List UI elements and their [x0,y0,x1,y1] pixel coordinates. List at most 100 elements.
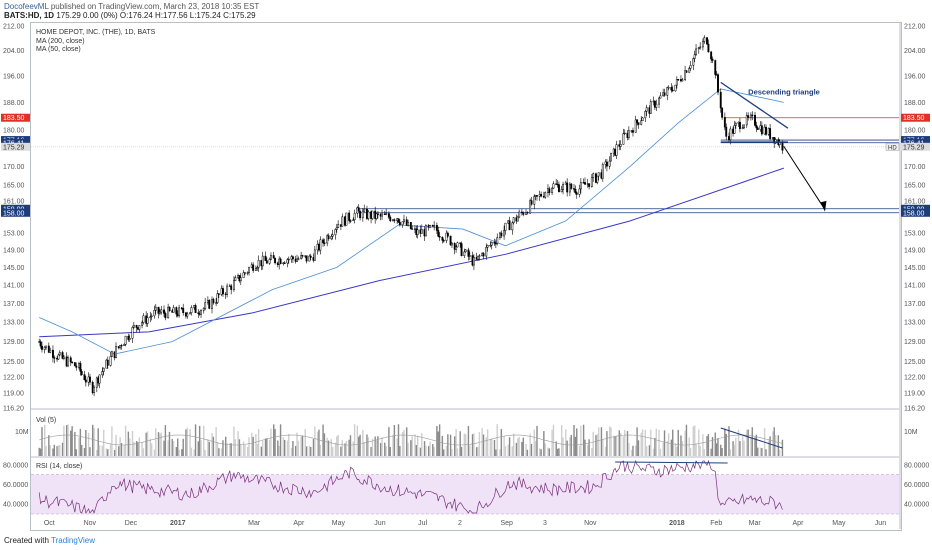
x-tick-label: Sep [500,520,513,527]
candle-body [745,115,748,126]
volume-bar [414,434,416,456]
volume-bar [529,433,531,456]
volume-bar [146,431,149,456]
volume-bar [314,426,316,456]
volume-bar [410,440,412,456]
x-tick-label: Oct [44,520,55,527]
candle-body [226,285,229,295]
legend-ma50[interactable]: MA (50, close) [36,46,81,53]
volume-bar [432,444,434,456]
price-tag-right-label: 158.00 [903,210,925,217]
price-tick-label-left: 119.00 [3,390,24,397]
x-tick-label: May [832,520,846,527]
volume-bar [248,437,250,456]
volume-bar [560,425,563,456]
ma50-line [39,88,784,355]
volume-bar [772,431,774,456]
legend-ma200[interactable]: MA (200, close) [36,37,85,45]
volume-bar [515,442,518,456]
volume-bar [79,428,82,456]
volume-bar [379,443,382,456]
volume-bar [636,427,638,456]
candle-body [584,182,586,185]
price-tag-left [1,204,30,213]
x-tick-label: 3 [543,520,547,527]
volume-bar [97,428,99,456]
candle-body [520,211,523,214]
symbol-line: BATS:HD, 1D 175.29 0.00 (0%) O:176.24 H:… [4,11,256,20]
x-tick-label: Nov [584,520,597,527]
volume-bar [274,429,276,456]
candle-body [160,309,163,313]
volume-bar [63,425,65,456]
volume-bar [260,446,263,456]
candle-body [80,371,83,375]
candle-body [644,111,647,119]
volume-bar [131,431,134,456]
footer-brand[interactable]: TradingView [51,536,96,545]
price-tick-label-left: 145.00 [3,265,25,272]
candle-body [496,237,499,244]
candle-body [69,357,72,363]
volume-bar [747,429,749,456]
volume-bar [185,429,187,456]
candle-body [51,349,54,358]
volume-bar [203,425,205,456]
candle-body [719,91,722,109]
volume-bar [702,434,704,456]
volume-bar [145,432,147,456]
volume-bar [622,436,625,456]
candle-body [256,267,259,269]
triangle-upper-line [720,81,789,129]
volume-label[interactable]: Vol (5) [36,417,57,424]
candle-body [153,310,156,317]
publish-line: DocofeevML published on TradingView.com,… [4,2,259,11]
candle-body [84,379,87,383]
volume-bar [437,431,439,456]
candle-body [526,212,529,214]
volume-bar [416,435,419,456]
x-tick-label: May [332,520,346,527]
volume-bar [366,434,368,456]
volume-bar [242,441,245,456]
candle-body [703,37,706,42]
candle-body [560,189,563,193]
volume-bar [507,444,509,456]
volume-bar [652,448,655,456]
volume-bar [71,426,73,456]
volume-bar [370,446,372,456]
volume-bar [256,443,258,456]
volume-bar [135,441,138,456]
candle-body [283,262,286,264]
volume-bar [252,436,254,456]
volume-bar [178,449,180,456]
volume-bar [684,430,686,456]
volume-bar [761,448,763,456]
price-tick-label-left: 141.00 [3,283,25,290]
volume-bar [120,442,123,456]
volume-bar [288,434,290,456]
candle-body [182,308,185,313]
volume-bar [595,435,597,456]
candle-body [755,125,758,129]
candle-body [636,119,639,123]
volume-bar [81,444,83,456]
volume-bar [215,427,217,456]
publisher-name[interactable]: DocofeevML [4,2,49,11]
published-text: published on TradingView.com, March 23, … [50,2,260,11]
volume-bar [109,444,112,456]
candle-body [666,87,669,96]
volume-bar [85,430,87,456]
candle-body [437,230,440,237]
rsi-label[interactable]: RSI (14, close) [36,463,83,470]
candle-body [619,144,622,147]
volume-bar [626,431,629,456]
candle-body [760,125,763,135]
candle-body [71,361,74,364]
volume-bar [345,441,348,456]
candle-body [671,89,674,92]
candle-body [398,221,401,226]
price-tick-label: 165.00 [904,183,926,190]
volume-bar [396,438,398,456]
